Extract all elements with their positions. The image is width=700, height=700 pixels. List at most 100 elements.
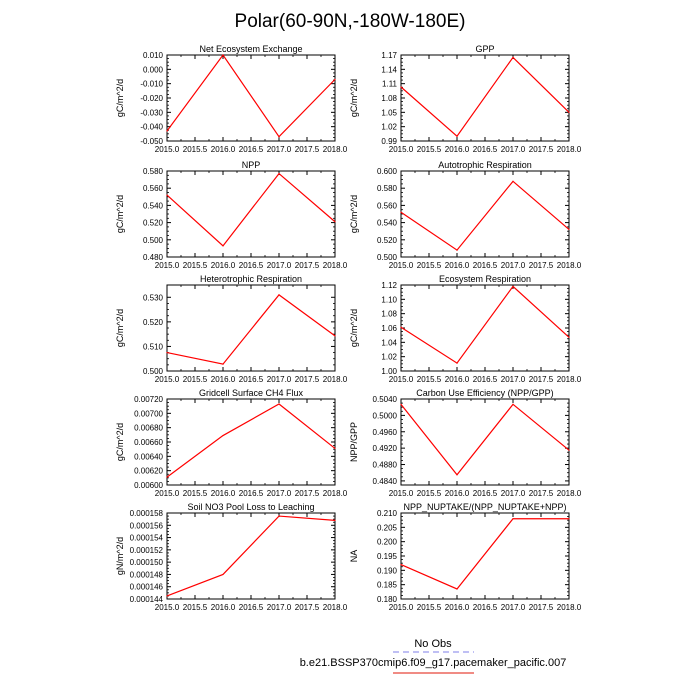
panel-title: GPP: [475, 44, 494, 54]
y-tick-label: 0.000154: [130, 534, 164, 543]
data-point: [568, 228, 570, 231]
panel-7: Carbon Use Efficiency (NPP/GPP) NPP/GPP 20…: [349, 388, 582, 498]
y-tick-label: 0.500: [377, 253, 398, 262]
x-tick-label: 2017.0: [267, 145, 292, 154]
x-tick-label: 2017.5: [529, 489, 554, 498]
x-tick-label: 2015.0: [389, 261, 414, 270]
plot-frame: [400, 284, 570, 372]
y-axis-label: gN/m^2/d: [115, 537, 125, 575]
y-tick-label: 1.08: [381, 310, 397, 319]
x-tick-label: 2017.5: [295, 375, 320, 384]
x-tick-label: 2017.5: [529, 145, 554, 154]
x-tick-label: 2015.5: [183, 375, 208, 384]
y-tick-label: 1.11: [382, 80, 398, 89]
data-point: [334, 335, 336, 337]
x-tick-label: 2015.5: [417, 489, 442, 498]
data-point: [400, 211, 402, 213]
data-point: [400, 403, 402, 405]
y-axis-label: NPP/GPP: [349, 422, 359, 462]
x-tick-label: 2015.5: [417, 261, 442, 270]
legend-label-no-obs: No Obs: [414, 638, 452, 650]
x-tick-label: 2015.5: [417, 603, 442, 612]
y-axis-label: gC/m^2/d: [349, 79, 359, 117]
y-tick-label: 0.600: [377, 167, 398, 176]
plot-frame: [166, 54, 336, 142]
y-tick-label: 0.99: [381, 137, 397, 146]
data-point: [512, 285, 514, 288]
x-tick-label: 2016.5: [239, 261, 264, 270]
x-tick-label: 2017.5: [529, 261, 554, 270]
x-tick-label: 2015.5: [183, 145, 208, 154]
y-tick-label: 0.00600: [134, 481, 163, 490]
panel-title: NPP: [242, 160, 261, 170]
x-tick-label: 2016.0: [211, 375, 236, 384]
y-tick-label: 0.480: [143, 253, 164, 262]
y-tick-label: 0.4840: [373, 477, 398, 486]
data-point: [568, 111, 570, 113]
x-tick-label: 2017.0: [501, 603, 526, 612]
y-axis-label: gC/m^2/d: [115, 423, 125, 461]
x-tick-label: 2016.5: [473, 489, 498, 498]
y-tick-label: 0.5000: [373, 411, 398, 420]
panel-title: NPP_NUPTAKE/(NPP_NUPTAKE+NPP): [404, 502, 567, 512]
data-point: [278, 172, 280, 175]
data-point: [222, 573, 224, 576]
data-point: [166, 194, 168, 196]
y-tick-label: 0.000: [143, 65, 164, 74]
y-tick-label: 0.560: [143, 184, 164, 193]
series-line: [400, 56, 570, 138]
x-tick-label: 2017.0: [267, 603, 292, 612]
x-tick-label: 2017.0: [267, 489, 292, 498]
y-tick-label: 0.00640: [134, 452, 163, 461]
y-tick-label: 0.580: [143, 167, 164, 176]
x-tick-label: 2015.0: [155, 261, 180, 270]
series-line: [400, 403, 570, 476]
data-point: [222, 245, 224, 247]
data-point: [222, 363, 224, 365]
data-point: [400, 86, 402, 88]
x-tick-label: 2016.5: [239, 375, 264, 384]
data-point: [456, 474, 458, 476]
y-tick-label: 0.000152: [130, 546, 164, 555]
legend: No Obs b.e21.BSSP370cmip6.f09_g17.pacema…: [300, 638, 566, 674]
series-line: [166, 294, 336, 365]
x-tick-label: 2015.0: [155, 603, 180, 612]
panel-title: Soil NO3 Pool Loss to Leaching: [187, 502, 314, 512]
x-tick-label: 2016.0: [445, 261, 470, 270]
x-tick-label: 2017.0: [501, 145, 526, 154]
data-point: [222, 434, 224, 437]
y-tick-label: 0.500: [143, 236, 164, 245]
y-axis-label: gC/m^2/d: [115, 79, 125, 117]
x-tick-label: 2017.5: [295, 603, 320, 612]
plot-frame: [400, 170, 570, 258]
x-tick-label: 2016.5: [473, 603, 498, 612]
x-tick-label: 2015.0: [389, 489, 414, 498]
y-tick-label: 0.520: [377, 236, 398, 245]
y-tick-label: 0.000144: [130, 595, 164, 604]
series-line: [166, 515, 336, 597]
x-tick-label: 2015.0: [389, 145, 414, 154]
x-tick-label: 2016.5: [473, 145, 498, 154]
y-tick-label: 1.02: [381, 353, 397, 362]
data-point: [456, 362, 458, 364]
data-point: [166, 476, 168, 478]
y-tick-label: 0.000156: [130, 521, 164, 530]
x-tick-label: 2017.5: [295, 145, 320, 154]
y-tick-label: 0.540: [377, 219, 398, 228]
x-tick-label: 2017.5: [295, 489, 320, 498]
x-tick-label: 2015.5: [417, 375, 442, 384]
x-tick-label: 2017.0: [501, 489, 526, 498]
x-tick-label: 2018.0: [323, 261, 348, 270]
x-tick-label: 2018.0: [557, 489, 582, 498]
y-tick-label: 0.00700: [134, 409, 163, 418]
x-tick-label: 2018.0: [323, 145, 348, 154]
panel-title: Autotrophic Respiration: [438, 160, 532, 170]
x-tick-label: 2015.5: [417, 145, 442, 154]
plot-frame: [400, 54, 570, 142]
y-tick-label: -0.020: [140, 94, 163, 103]
y-tick-label: 1.17: [381, 51, 397, 60]
y-tick-label: 0.200: [377, 538, 398, 547]
plot-frame: [166, 170, 336, 258]
data-point: [400, 564, 402, 566]
